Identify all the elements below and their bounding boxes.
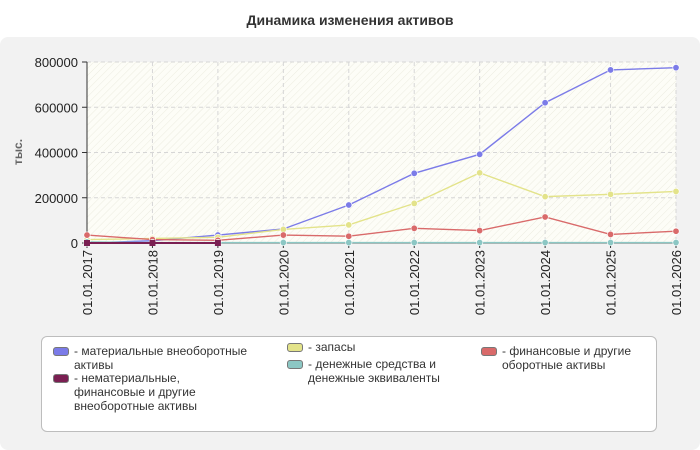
legend-label: нематериальные, финансовые и другие внео… <box>74 371 197 413</box>
series-2-point <box>672 227 680 235</box>
x-tick-label: 01.01.2019 <box>211 250 226 315</box>
series-2-point <box>476 227 484 235</box>
series-4-point <box>345 239 353 247</box>
x-tick-label: 01.01.2023 <box>473 250 488 315</box>
series-0-point <box>410 169 418 177</box>
series-1-point <box>541 193 549 201</box>
legend-swatch <box>481 347 497 356</box>
y-tick-label: 200000 <box>35 191 78 206</box>
y-tick-label: 0 <box>71 236 78 251</box>
series-1-line <box>86 172 677 241</box>
y-axis-label: тыс. <box>11 139 25 165</box>
series-0-point <box>541 99 549 107</box>
series-2-point <box>541 213 549 221</box>
x-tick-label: 01.01.2026 <box>669 250 684 315</box>
legend-swatch <box>287 360 303 369</box>
series-1-point <box>345 221 353 229</box>
series-0-point <box>672 64 680 72</box>
series-1-point <box>607 190 615 198</box>
x-tick-label: 01.01.2018 <box>145 250 160 315</box>
series-1-point <box>672 187 680 195</box>
series-4-point <box>672 239 680 247</box>
legend-label: запасы <box>315 340 356 354</box>
legend: - материальные внеоборотные активы - нем… <box>41 336 657 432</box>
legend-label: денежные средства и денежные эквиваленты <box>308 357 440 385</box>
series-3-point <box>149 240 156 246</box>
x-tick-label: 01.01.2022 <box>407 250 422 315</box>
legend-label: материальные внеоборотные активы <box>74 344 248 372</box>
series-4-point <box>279 239 287 247</box>
y-tick-label: 400000 <box>35 146 78 161</box>
series-4-point <box>541 239 549 247</box>
series-4-point <box>607 239 615 247</box>
x-tick-label: 01.01.2017 <box>80 250 95 315</box>
series-4-point <box>410 239 418 247</box>
series-0-point <box>607 66 615 74</box>
x-tick-label: 01.01.2021 <box>342 250 357 315</box>
y-tick-label: 600000 <box>35 100 78 115</box>
series-1-point <box>410 199 418 207</box>
series-2-point <box>410 224 418 232</box>
series-2-point <box>607 230 615 238</box>
series-2-point <box>345 232 353 240</box>
y-tick-label: 800000 <box>35 55 78 70</box>
x-tick-label: 01.01.2025 <box>604 250 619 315</box>
series-1-point <box>476 169 484 177</box>
series-3-point <box>84 240 90 246</box>
series-0-point <box>345 201 353 209</box>
chart-title: Динамика изменения активов <box>246 12 454 28</box>
series-2-point <box>83 231 91 239</box>
series-2-line <box>86 216 677 241</box>
series-3-point <box>214 240 221 246</box>
legend-swatch <box>53 374 69 383</box>
x-tick-label: 01.01.2024 <box>538 250 553 315</box>
series-0-point <box>476 150 484 158</box>
x-tick-label: 01.01.2020 <box>276 250 291 315</box>
series-2-point <box>279 231 287 239</box>
series-4-point <box>476 239 484 247</box>
legend-swatch <box>287 343 303 352</box>
legend-label: финансовые и другие оборотные активы <box>502 344 631 372</box>
legend-swatch <box>53 347 69 356</box>
